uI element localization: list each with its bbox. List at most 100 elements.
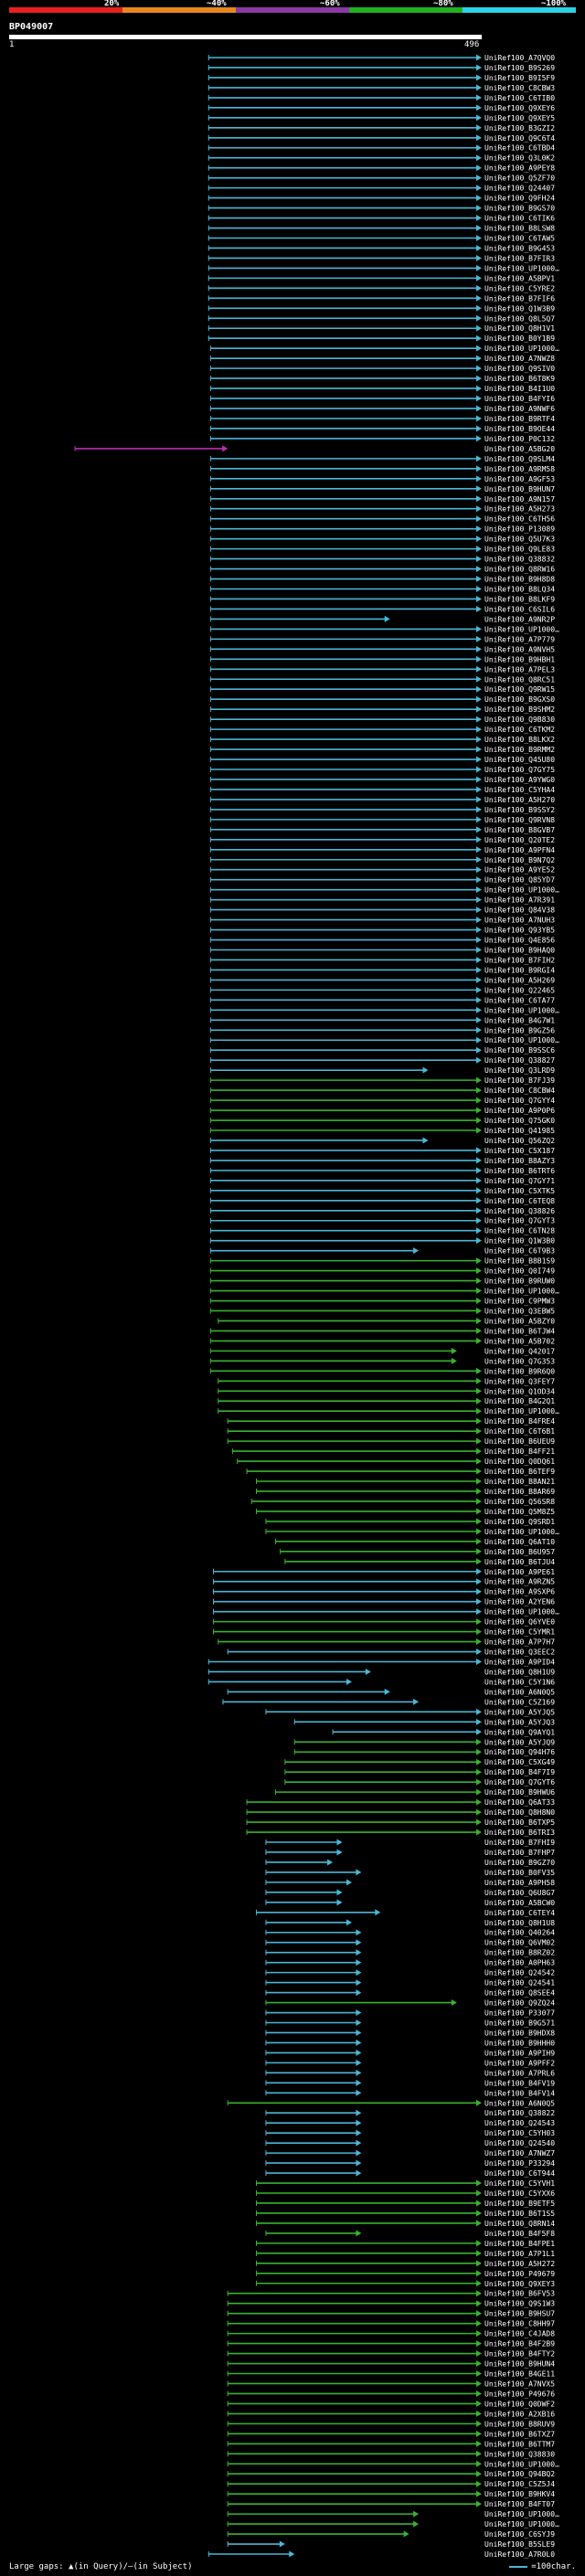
hit-label[interactable]: UniRef100_Q9ZQ24 (484, 1999, 555, 2008)
hit-label[interactable]: UniRef100_UP1000… (484, 264, 559, 272)
hit-label[interactable]: UniRef100_B9HUN7 (484, 485, 555, 493)
hit-label[interactable]: UniRef100_B9HBH1 (484, 655, 555, 663)
hit-label[interactable]: UniRef100_Q7GYY4 (484, 1097, 555, 1105)
hit-label[interactable]: UniRef100_A9PFN4 (484, 846, 555, 854)
hit-label[interactable]: UniRef100_Q22465 (484, 986, 555, 994)
hit-label[interactable]: UniRef100_C6TAW5 (484, 234, 555, 242)
hit-label[interactable]: UniRef100_UP1000… (484, 886, 559, 895)
hit-label[interactable]: UniRef100_B9GS70 (484, 205, 555, 213)
hit-label[interactable]: UniRef100_C8CBW4 (484, 1087, 555, 1095)
hit-label[interactable]: UniRef100_A5H269 (484, 976, 555, 984)
hit-label[interactable]: UniRef100_A6N0Q5 (484, 1688, 555, 1696)
hit-label[interactable]: UniRef100_B9ETF5 (484, 2200, 555, 2208)
hit-label[interactable]: UniRef100_A5BPV1 (484, 274, 555, 282)
hit-label[interactable]: UniRef100_B6TXP5 (484, 1818, 555, 1827)
hit-label[interactable]: UniRef100_B6T1S5 (484, 2210, 555, 2218)
hit-label[interactable]: UniRef100_Q9SRD1 (484, 1518, 555, 1526)
hit-label[interactable]: UniRef100_A9N157 (484, 495, 555, 504)
hit-label[interactable]: UniRef100_B4GE11 (484, 2370, 555, 2379)
hit-label[interactable]: UniRef100_B6TRT6 (484, 1167, 555, 1175)
hit-label[interactable]: UniRef100_B5SLE9 (484, 2540, 555, 2549)
hit-label[interactable]: UniRef100_Q42017 (484, 1347, 555, 1355)
hit-label[interactable]: UniRef100_B8AZY3 (484, 1157, 555, 1165)
hit-label[interactable]: UniRef100_C6SIL6 (484, 605, 555, 613)
hit-label[interactable]: UniRef100_A9NWF6 (484, 405, 555, 413)
hit-label[interactable]: UniRef100_B9G453 (484, 244, 555, 252)
hit-label[interactable]: UniRef100_B4I1U0 (484, 385, 555, 393)
hit-label[interactable]: UniRef100_Q8H1V1 (484, 324, 555, 333)
hit-label[interactable]: UniRef100_B7FHP7 (484, 1849, 555, 1857)
hit-label[interactable]: UniRef100_Q9XEY5 (484, 114, 555, 122)
hit-label[interactable]: UniRef100_A7P1L1 (484, 2250, 555, 2258)
hit-label[interactable]: UniRef100_A9SXP6 (484, 1588, 555, 1596)
hit-label[interactable]: UniRef100_B9SSC6 (484, 1046, 555, 1055)
hit-label[interactable]: UniRef100_B6FV53 (484, 2290, 555, 2298)
hit-label[interactable]: UniRef100_B4F7I9 (484, 1768, 555, 1776)
hit-label[interactable]: UniRef100_Q24542 (484, 1969, 555, 1977)
hit-label[interactable]: UniRef100_Q56SR8 (484, 1498, 555, 1506)
hit-label[interactable]: UniRef100_A9P0P6 (484, 1107, 555, 1115)
hit-label[interactable]: UniRef100_B4G7W1 (484, 1016, 555, 1024)
hit-label[interactable]: UniRef100_A9PE61 (484, 1568, 555, 1576)
hit-label[interactable]: UniRef100_UP1000… (484, 1036, 559, 1044)
hit-label[interactable]: UniRef100_Q7G353 (484, 1357, 555, 1365)
hit-label[interactable]: UniRef100_B8AR69 (484, 1488, 555, 1496)
hit-label[interactable]: UniRef100_Q9S1W3 (484, 2300, 555, 2308)
hit-label[interactable]: UniRef100_Q1W3B9 (484, 304, 555, 313)
hit-label[interactable]: UniRef100_B8LSW8 (484, 225, 555, 233)
hit-label[interactable]: UniRef100_Q38822 (484, 2109, 555, 2117)
hit-label[interactable]: UniRef100_A5H270 (484, 796, 555, 804)
hit-label[interactable]: UniRef100_C8HH97 (484, 2320, 555, 2328)
hit-label[interactable]: UniRef100_C6T9B3 (484, 1247, 555, 1256)
hit-label[interactable]: UniRef100_A7R391 (484, 896, 555, 905)
hit-label[interactable]: UniRef100_Q94H76 (484, 1748, 555, 1756)
hit-label[interactable]: UniRef100_Q9XEY6 (484, 104, 555, 112)
hit-label[interactable]: UniRef100_C5YRE2 (484, 284, 555, 292)
hit-label[interactable]: UniRef100_Q7GYT3 (484, 1217, 555, 1225)
hit-label[interactable]: UniRef100_UP1000… (484, 2520, 559, 2528)
hit-label[interactable]: UniRef100_A7NUH3 (484, 917, 555, 925)
hit-label[interactable]: UniRef100_Q84V38 (484, 906, 555, 915)
hit-label[interactable]: UniRef100_B8GVB7 (484, 826, 555, 834)
hit-label[interactable]: UniRef100_Q5ZF70 (484, 175, 555, 183)
hit-label[interactable]: UniRef100_B8LQ34 (484, 586, 555, 594)
hit-label[interactable]: UniRef100_Q38827 (484, 1056, 555, 1065)
hit-label[interactable]: UniRef100_B4FYI6 (484, 395, 555, 403)
hit-label[interactable]: UniRef100_UP1000… (484, 1528, 559, 1536)
hit-label[interactable]: UniRef100_A9YWG0 (484, 776, 555, 784)
hit-label[interactable]: UniRef100_Q8SEE4 (484, 1989, 555, 1998)
hit-label[interactable]: UniRef100_B9RUW0 (484, 1277, 555, 1286)
hit-label[interactable]: UniRef100_A7PEL3 (484, 665, 555, 673)
hit-label[interactable]: UniRef100_Q38832 (484, 556, 555, 564)
hit-label[interactable]: UniRef100_Q1OD34 (484, 1387, 555, 1395)
hit-label[interactable]: UniRef100_Q0I749 (484, 1267, 555, 1276)
hit-label[interactable]: UniRef100_B9HAQ0 (484, 946, 555, 954)
hit-label[interactable]: UniRef100_Q9LE83 (484, 546, 555, 554)
hit-label[interactable]: UniRef100_Q6AT33 (484, 1798, 555, 1807)
hit-label[interactable]: UniRef100_Q5U7K3 (484, 535, 555, 544)
hit-label[interactable]: UniRef100_P0C132 (484, 435, 555, 443)
hit-label[interactable]: UniRef100_Q9RW15 (484, 685, 555, 694)
hit-label[interactable]: UniRef100_C5YXX6 (484, 2189, 555, 2198)
hit-label[interactable]: UniRef100_B7FHI9 (484, 1839, 555, 1847)
hit-label[interactable]: UniRef100_C6T944 (484, 2169, 555, 2178)
hit-label[interactable]: UniRef100_B8B1S9 (484, 1257, 555, 1266)
hit-label[interactable]: UniRef100_B9HDX8 (484, 2029, 555, 2037)
hit-label[interactable]: UniRef100_B6TRI3 (484, 1829, 555, 1837)
hit-label[interactable]: UniRef100_B6UEU9 (484, 1437, 555, 1446)
hit-label[interactable]: UniRef100_C4JAD8 (484, 2330, 555, 2338)
hit-label[interactable]: UniRef100_Q3FEY7 (484, 1377, 555, 1385)
hit-label[interactable]: UniRef100_A5BCW0 (484, 1899, 555, 1907)
hit-label[interactable]: UniRef100_UP1000… (484, 1288, 559, 1296)
hit-label[interactable]: UniRef100_Q7GY75 (484, 766, 555, 774)
hit-label[interactable]: UniRef100_B9HWU6 (484, 1788, 555, 1797)
hit-label[interactable]: UniRef100_A5YJQ5 (484, 1708, 555, 1716)
hit-label[interactable]: UniRef100_C6TBD4 (484, 144, 555, 153)
hit-label[interactable]: UniRef100_B6TJW4 (484, 1327, 555, 1335)
hit-label[interactable]: UniRef100_B7FIH2 (484, 956, 555, 964)
hit-label[interactable]: UniRef100_A5YJQ9 (484, 1738, 555, 1746)
hit-label[interactable]: UniRef100_B9I5F9 (484, 74, 555, 82)
hit-label[interactable]: UniRef100_Q85YD7 (484, 876, 555, 885)
hit-label[interactable]: UniRef100_A7QVQ0 (484, 54, 555, 62)
hit-label[interactable]: UniRef100_Q0DQ61 (484, 1458, 555, 1466)
